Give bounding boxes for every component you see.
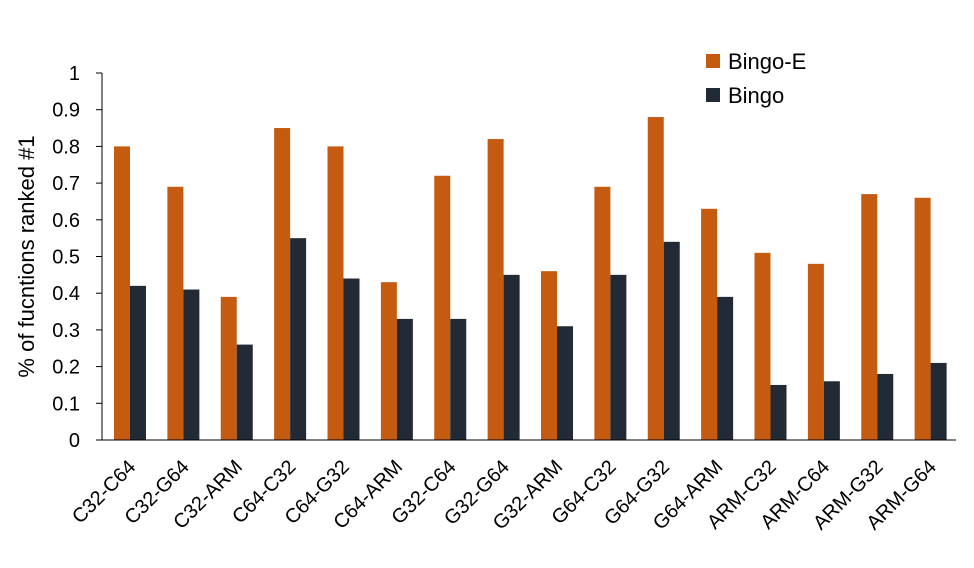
y-tick-label: 0.5 [52, 247, 80, 269]
bar-bingo-c32-c64 [130, 285, 146, 440]
bar-bingo-g32-c64 [450, 318, 467, 440]
y-tick-label: 0.6 [52, 210, 80, 232]
bar-bingo-c64-g32 [343, 278, 360, 440]
bars [114, 117, 947, 441]
bar-bingo-e-g64-g32 [647, 117, 664, 440]
bar-bingo-c32-arm [236, 344, 253, 440]
bar-bingo-g64-arm [717, 296, 734, 440]
bar-bingo-e-arm-c32 [754, 252, 771, 440]
y-tick-label: 0.7 [52, 173, 80, 195]
bar-bingo-c64-arm [396, 318, 413, 440]
bar-bingo-e-arm-g64 [914, 197, 931, 440]
x-axis-tick-labels: C32-C64C32-G64C32-ARMC64-C32C64-G32C64-A… [68, 456, 941, 534]
bar-bingo-e-g64-c32 [594, 186, 611, 440]
bar-bingo-e-c64-g32 [327, 146, 344, 440]
y-tick-label: 0.8 [52, 136, 80, 158]
bar-bingo-e-c32-g64 [167, 186, 184, 440]
bar-bingo-g32-arm [557, 326, 573, 440]
bar-bingo-arm-c64 [823, 381, 840, 440]
bar-bingo-e-arm-g32 [861, 194, 878, 440]
bar-bingo-e-g32-g64 [487, 139, 504, 440]
y-tick-label: 0.3 [52, 320, 80, 342]
legend-swatch-bingo-e [706, 54, 720, 68]
y-axis-ticks: 0 0.1 0.2 0.3 0.4 0.5 0.6 0.7 0.8 0.9 1 [52, 63, 102, 452]
bar-bingo-e-c32-arm [220, 296, 237, 440]
bar-bingo-arm-g32 [877, 373, 894, 440]
y-tick-label: 0 [69, 430, 80, 452]
legend-label-bingo-e: Bingo-E [728, 49, 806, 74]
bar-bingo-e-g32-c64 [434, 175, 451, 440]
bar-bingo-e-arm-c64 [807, 263, 824, 440]
bar-bingo-arm-c32 [770, 384, 787, 440]
bar-bingo-c64-c32 [290, 238, 307, 440]
y-axis-title: % of fucntions ranked #1 [14, 135, 39, 377]
y-tick-label: 1 [69, 63, 80, 85]
bar-bingo-e-c64-c32 [274, 128, 291, 441]
bar-bingo-g64-c32 [610, 274, 627, 440]
legend: Bingo-E Bingo [706, 49, 806, 108]
y-tick-label: 0.2 [52, 357, 80, 379]
legend-swatch-bingo [706, 88, 720, 102]
y-tick-label: 0.1 [52, 393, 80, 415]
y-tick-label: 0.9 [52, 100, 80, 122]
bar-bingo-e-g64-arm [701, 208, 718, 440]
bar-bingo-g64-g32 [663, 241, 680, 440]
y-tick-label: 0.4 [52, 283, 80, 305]
bar-bingo-c32-g64 [183, 289, 200, 440]
bar-bingo-arm-g64 [930, 362, 947, 440]
bar-bingo-e-g32-arm [541, 271, 557, 440]
legend-label-bingo: Bingo [728, 83, 784, 108]
bar-bingo-e-c64-arm [380, 282, 397, 440]
bar-bingo-e-c32-c64 [114, 146, 130, 440]
bar-bingo-g32-g64 [503, 274, 520, 440]
